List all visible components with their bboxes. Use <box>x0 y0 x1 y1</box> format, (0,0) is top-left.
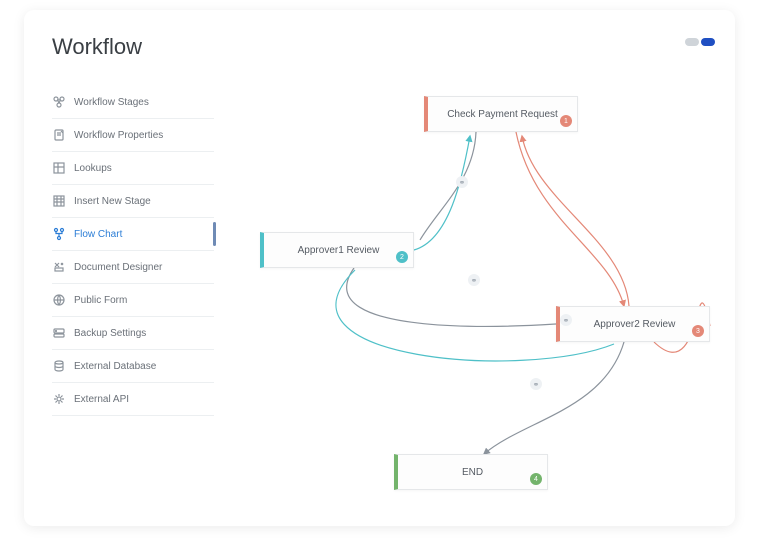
view-toggle[interactable] <box>685 38 715 46</box>
flow-edge <box>522 136 629 306</box>
sidebar-item-doc[interactable]: Document Designer <box>52 251 214 284</box>
flow-node-label: END <box>462 467 483 478</box>
sidebar-item-label: Flow Chart <box>74 229 122 240</box>
sidebar-item-label: Workflow Properties <box>74 130 163 141</box>
workflow-card: Workflow Workflow Stages Workflow Propert… <box>24 10 735 526</box>
flow-node-badge: 1 <box>560 115 572 127</box>
api-icon <box>52 392 66 406</box>
sidebar-item-label: Insert New Stage <box>74 196 151 207</box>
sidebar-item-props[interactable]: Workflow Properties <box>52 119 214 152</box>
public-icon <box>52 293 66 307</box>
flow-node-badge: 4 <box>530 473 542 485</box>
db-icon <box>52 359 66 373</box>
props-icon <box>52 128 66 142</box>
sidebar-item-insert[interactable]: Insert New Stage <box>52 185 214 218</box>
lookups-icon <box>52 161 66 175</box>
flow-edge <box>516 132 624 306</box>
page-title: Workflow <box>52 34 142 60</box>
flow-edge <box>347 268 556 326</box>
sidebar: Workflow Stages Workflow Properties Lookup… <box>52 86 214 416</box>
flow-node-n3[interactable]: Approver2 Review 3 <box>556 306 710 342</box>
doc-icon <box>52 260 66 274</box>
flow-edge <box>414 136 470 250</box>
sidebar-item-label: Document Designer <box>74 262 162 273</box>
sidebar-item-label: Workflow Stages <box>74 97 149 108</box>
toggle-off[interactable] <box>685 38 699 46</box>
flow-node-badge: 3 <box>692 325 704 337</box>
link-icon: ⚭ <box>530 378 542 390</box>
flow-icon <box>52 227 66 241</box>
sidebar-item-label: Public Form <box>74 295 127 306</box>
sidebar-item-api[interactable]: External API <box>52 383 214 416</box>
flow-node-n1[interactable]: Check Payment Request1 <box>424 96 578 132</box>
flow-node-label: Check Payment Request <box>447 109 558 120</box>
toggle-on[interactable] <box>701 38 715 46</box>
stages-icon <box>52 95 66 109</box>
sidebar-item-label: Backup Settings <box>74 328 146 339</box>
sidebar-item-stages[interactable]: Workflow Stages <box>52 86 214 119</box>
backup-icon <box>52 326 66 340</box>
flow-node-label: Approver1 Review <box>298 245 380 256</box>
flow-edge <box>420 132 476 240</box>
sidebar-item-backup[interactable]: Backup Settings <box>52 317 214 350</box>
sidebar-item-label: External Database <box>74 361 156 372</box>
link-icon: ⚭ <box>468 274 480 286</box>
flow-canvas[interactable]: Check Payment Request1Approver1 Review2A… <box>224 80 724 520</box>
link-icon: ⚭ <box>456 176 468 188</box>
flow-node-badge: 2 <box>396 251 408 263</box>
flow-node-n2[interactable]: Approver1 Review 2 <box>260 232 414 268</box>
sidebar-item-lookups[interactable]: Lookups <box>52 152 214 185</box>
sidebar-item-label: External API <box>74 394 129 405</box>
flow-edge <box>484 342 624 454</box>
sidebar-item-db[interactable]: External Database <box>52 350 214 383</box>
sidebar-item-label: Lookups <box>74 163 112 174</box>
sidebar-item-public[interactable]: Public Form <box>52 284 214 317</box>
flow-node-label: Approver2 Review <box>594 319 676 330</box>
insert-icon <box>52 194 66 208</box>
flow-node-n4[interactable]: END 4 <box>394 454 548 490</box>
sidebar-item-flow[interactable]: Flow Chart <box>52 218 214 251</box>
